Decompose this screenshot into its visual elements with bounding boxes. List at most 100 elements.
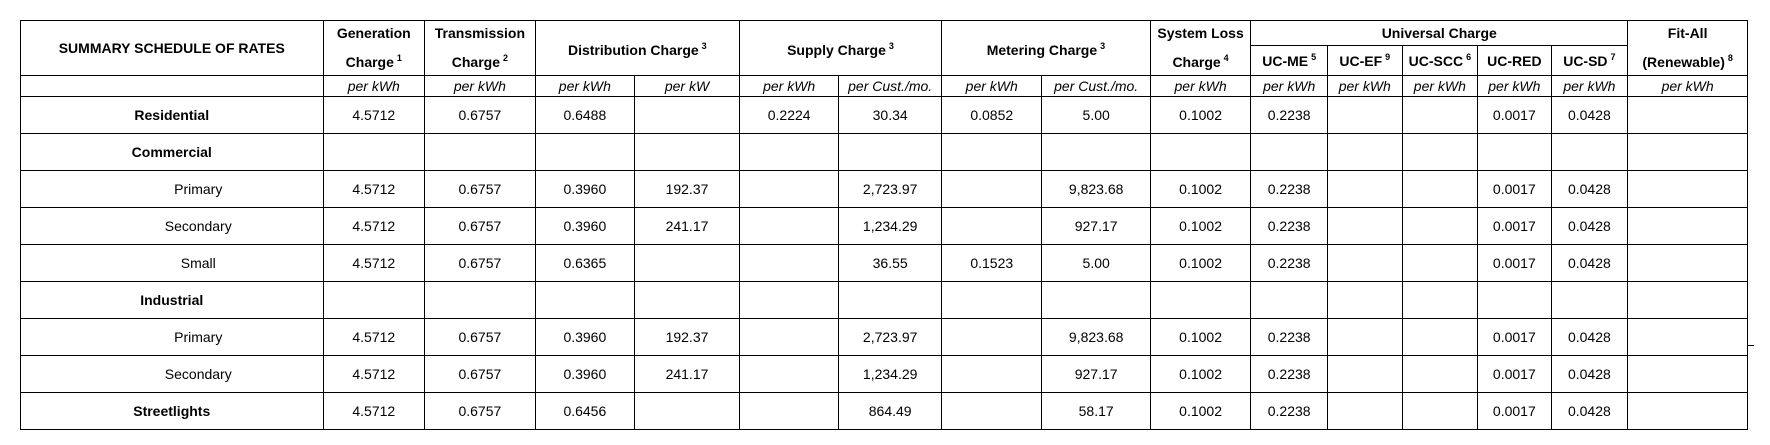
table-row: Primary 4.5712 0.6757 0.3960 192.37 2,723.97 9… [20,318,1748,356]
rate-cell: 0.1523 [941,244,1043,282]
rate-cell: 0.6488 [534,96,636,134]
rate-cell: 0.2238 [1250,318,1329,356]
table-row: Residential 4.5712 0.6757 0.6488 0.2224 30.34… [20,96,1748,134]
rate-cell [1250,281,1329,319]
rate-cell: 0.1002 [1149,355,1252,393]
table-row: Primary 4.5712 0.6757 0.3960 192.37 2,723.97 9… [20,170,1748,208]
unit-cell: per kWh [1149,75,1252,97]
rate-cell [1401,133,1479,171]
row-label: Commercial [20,133,324,171]
rate-cell: 0.6757 [424,392,536,430]
table-row: Commercial [20,133,1748,171]
rate-cell: 927.17 [1041,207,1151,245]
rate-cell [1149,281,1252,319]
rate-cell [1327,318,1403,356]
rate-cell [838,281,943,319]
unit-cell: per kWh [1250,75,1329,97]
rate-cell: 927.17 [1041,355,1151,393]
rate-cell: 192.37 [634,318,740,356]
rate-cell: 0.0428 [1550,244,1629,282]
unit-cell: per kWh [738,75,840,97]
table-row: Secondary 4.5712 0.6757 0.3960 241.17 1,234.2… [20,355,1748,393]
rate-cell [1327,96,1403,134]
row-label: Residential [20,96,324,134]
rate-cell [424,133,536,171]
rate-cell [1149,133,1252,171]
rate-cell: 0.0428 [1550,392,1629,430]
rate-cell: 241.17 [634,355,740,393]
header-uc-scc-text: UC-SCC [1408,53,1464,70]
rate-cell [1477,281,1552,319]
rate-cell: 0.1002 [1149,318,1252,356]
footnote-marker: 9 [1385,52,1391,63]
table-title: SUMMARY SCHEDULE OF RATES [20,20,324,76]
row-label: Streetlights [20,392,324,430]
rate-cell: 36.55 [838,244,943,282]
rate-cell [634,281,740,319]
rate-cell [1041,281,1151,319]
rate-cell: 0.2238 [1250,207,1329,245]
rate-cell: 0.6757 [424,96,536,134]
rate-cell [1627,355,1748,393]
rate-cell: 864.49 [838,392,943,430]
footnote-marker: 2 [502,53,508,63]
rate-cell: 0.6456 [534,392,636,430]
footnote-marker: 5 [1311,52,1317,63]
rate-cell: 4.5712 [322,170,426,208]
rate-cell: 0.0017 [1477,244,1552,282]
header-uc-ef: UC-EF 9 [1327,45,1403,76]
row-label: Secondary [20,207,324,245]
header-uc-sd-text: UC-SD [1563,53,1608,70]
rate-cell [1327,244,1403,282]
footnote-marker: 3 [888,40,894,51]
unit-cell: per kWh [1627,75,1748,97]
rate-cell [738,392,840,430]
rate-cell: 0.2238 [1250,170,1329,208]
header-uc-sd: UC-SD 7 [1550,45,1629,76]
rate-cell: 0.0428 [1550,355,1629,393]
rate-cell: 0.1002 [1149,392,1252,430]
row-label: Secondary [20,355,324,393]
table-row: Secondary 4.5712 0.6757 0.3960 241.17 1,234.2… [20,207,1748,245]
rate-cell [941,133,1043,171]
rate-cell: 0.3960 [534,170,636,208]
unit-cell: per kWh [1401,75,1479,97]
rate-cell: 0.0428 [1550,207,1629,245]
rate-cell [1401,392,1479,430]
unit-cell: per kWh [1477,75,1552,97]
rate-cell [1550,133,1629,171]
rate-cell [1327,133,1403,171]
rate-cell [1627,207,1748,245]
rate-cell [1627,318,1748,356]
footnote-marker: 8 [1727,53,1733,63]
rate-cell [1327,355,1403,393]
unit-cell: per kWh [322,75,426,97]
table-row: Industrial [20,281,1748,319]
rate-cell: 1,234.29 [838,207,943,245]
rate-cell: 4.5712 [322,392,426,430]
rate-cell: 4.5712 [322,96,426,134]
unit-cell: per kW [634,75,740,97]
header-universal-charge: Universal Charge [1250,19,1629,47]
footnote-marker: 3 [1100,40,1106,51]
rate-cell: 0.0852 [941,96,1043,134]
rate-schedule-table: SUMMARY SCHEDULE OF RATES Generation Cha… [20,19,1748,430]
header-uc-me: UC-ME 5 [1250,45,1329,76]
rate-cell [941,392,1043,430]
edge-tick-mark [1748,345,1754,346]
header-uc-scc: UC-SCC 6 [1401,45,1479,76]
rate-cell: 0.3960 [534,207,636,245]
header-generation-line1: Generation [336,25,411,41]
rate-cell: 0.3960 [534,318,636,356]
rate-cell: 241.17 [634,207,740,245]
header-uc-red-text: UC-RED [1487,52,1542,69]
rate-cell: 9,823.68 [1041,170,1151,208]
rate-cell [1327,170,1403,208]
rate-cell: 2,723.97 [838,170,943,208]
rate-cell: 4.5712 [322,244,426,282]
rate-cell: 0.2238 [1250,392,1329,430]
footnote-marker: 3 [701,40,707,51]
rate-cell: 0.0017 [1477,96,1552,134]
rate-cell [941,281,1043,319]
rate-cell [534,281,636,319]
